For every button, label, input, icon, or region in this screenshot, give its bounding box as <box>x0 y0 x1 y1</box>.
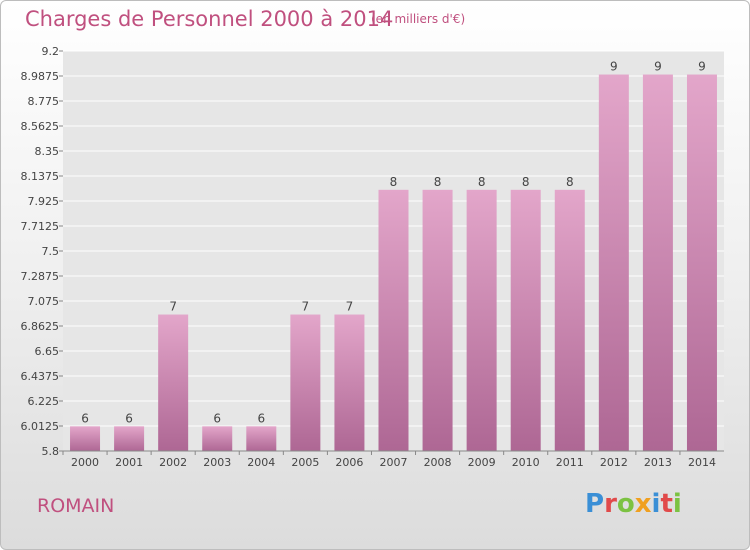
data-label: 9 <box>610 60 618 74</box>
data-label: 8 <box>522 175 530 189</box>
bar-2000 <box>70 426 101 451</box>
data-label: 9 <box>698 60 706 74</box>
bar-2014 <box>686 74 717 451</box>
data-label: 9 <box>654 60 662 74</box>
bar-2011 <box>554 189 585 451</box>
data-label: 7 <box>169 300 177 314</box>
y-tick-label: 6.4375 <box>21 370 60 383</box>
bar-2009 <box>466 189 497 451</box>
data-label: 6 <box>257 411 265 425</box>
y-tick-label: 8.5625 <box>21 120 60 133</box>
proxiti-logo[interactable]: Proxiti <box>585 489 682 519</box>
bars: 6 6 7 6 6 7 7 8 8 8 8 8 9 9 9 <box>70 60 717 451</box>
chart-title: Charges de Personnel 2000 à 2014 <box>25 7 394 31</box>
x-tick-label: 2007 <box>380 456 408 469</box>
x-axis: 2000 2001 2002 2003 2004 2005 2006 2007 2008 2009… <box>62 450 724 469</box>
bar-2012 <box>598 74 629 451</box>
bar-2006 <box>334 314 365 451</box>
bar-2002 <box>158 314 189 451</box>
y-tick-label: 8.775 <box>28 95 60 108</box>
y-tick-label: 6.225 <box>28 395 60 408</box>
bar-2013 <box>642 74 673 451</box>
bar-2008 <box>422 189 453 451</box>
x-tick-label: 2010 <box>512 456 540 469</box>
y-tick-label: 7.2875 <box>21 270 60 283</box>
x-tick-label: 2001 <box>115 456 143 469</box>
x-tick-label: 2003 <box>203 456 231 469</box>
y-axis: 5.8 6.0125 6.225 6.4375 6.65 6.8625 7.075 7.287… <box>21 45 63 458</box>
bar-2004 <box>246 426 277 451</box>
x-tick-label: 2014 <box>688 456 716 469</box>
chart-subtitle: (en milliers d'€) <box>371 12 466 26</box>
x-tick-label: 2006 <box>335 456 363 469</box>
y-tick-label: 8.9875 <box>21 70 60 83</box>
y-tick-label: 7.5 <box>42 245 60 258</box>
data-label: 8 <box>566 175 574 189</box>
x-tick-label: 2008 <box>424 456 452 469</box>
x-tick-label: 2009 <box>468 456 496 469</box>
data-label: 7 <box>346 300 354 314</box>
y-tick-label: 6.8625 <box>21 320 60 333</box>
commune-name: ROMAIN <box>37 495 115 517</box>
y-tick-label: 6.0125 <box>21 420 60 433</box>
x-tick-label: 2005 <box>291 456 319 469</box>
data-label: 8 <box>478 175 486 189</box>
y-tick-label: 7.075 <box>28 295 60 308</box>
y-tick-label: 7.925 <box>28 195 60 208</box>
bar-2005 <box>290 314 321 451</box>
y-tick-label: 9.2 <box>42 45 60 58</box>
y-tick-label: 5.8 <box>42 445 60 458</box>
data-label: 6 <box>213 411 221 425</box>
data-label: 8 <box>434 175 442 189</box>
bar-2003 <box>202 426 233 451</box>
y-tick-label: 8.35 <box>35 145 60 158</box>
bar-2007 <box>378 189 409 451</box>
bar-2001 <box>114 426 145 451</box>
x-tick-label: 2000 <box>71 456 99 469</box>
y-tick-label: 6.65 <box>35 345 60 358</box>
x-tick-label: 2004 <box>247 456 275 469</box>
y-tick-label: 8.1375 <box>21 170 60 183</box>
y-tick-label: 7.7125 <box>21 220 60 233</box>
x-tick-label: 2002 <box>159 456 187 469</box>
data-label: 6 <box>125 411 133 425</box>
x-tick-label: 2013 <box>644 456 672 469</box>
x-tick-label: 2012 <box>600 456 628 469</box>
data-label: 7 <box>302 300 310 314</box>
bar-2010 <box>510 189 541 451</box>
data-label: 6 <box>81 411 89 425</box>
data-label: 8 <box>390 175 398 189</box>
x-tick-label: 2011 <box>556 456 584 469</box>
